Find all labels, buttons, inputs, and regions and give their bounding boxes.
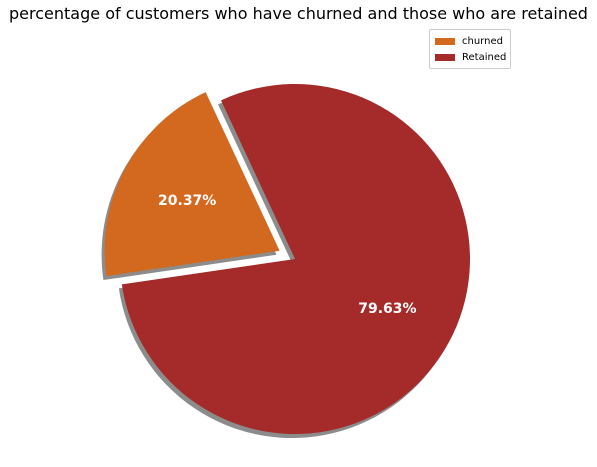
- pie-label-layer: 20.37% 79.63%: [158, 193, 417, 317]
- slice-label-retained: 79.63%: [358, 301, 416, 317]
- legend: churned Retained: [429, 29, 511, 69]
- slice-label-churned: 20.37%: [158, 193, 216, 209]
- legend-item-retained: Retained: [435, 49, 510, 65]
- legend-swatch-churned: [435, 37, 455, 45]
- legend-label-churned: churned: [462, 35, 503, 47]
- legend-label-retained: Retained: [462, 51, 507, 63]
- pie-slice-churned: [104, 92, 280, 277]
- pie-slice-retained: [121, 83, 471, 434]
- legend-item-churned: churned: [435, 33, 510, 49]
- legend-swatch-retained: [435, 53, 455, 61]
- pie-slice-layer: [104, 83, 471, 434]
- chart-title: percentage of customers who have churned…: [9, 4, 588, 23]
